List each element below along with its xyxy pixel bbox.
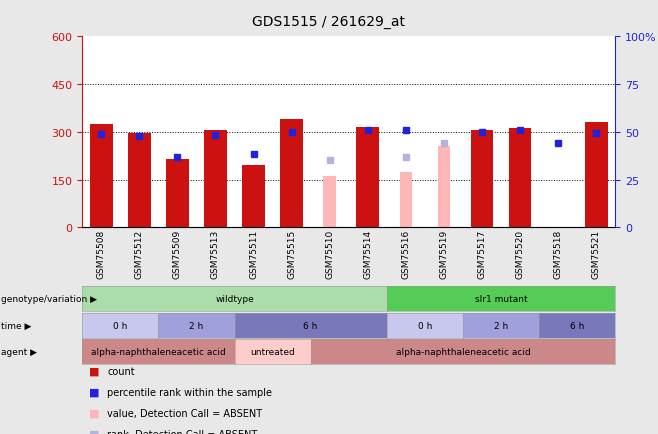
Text: time ▶: time ▶: [1, 321, 32, 330]
Bar: [166, 159, 189, 228]
Bar: [399, 172, 412, 228]
Text: ■: ■: [89, 387, 99, 397]
Bar: [280, 120, 303, 228]
Text: slr1 mutant: slr1 mutant: [474, 295, 527, 303]
Text: ■: ■: [89, 408, 99, 418]
Text: 6 h: 6 h: [303, 321, 318, 330]
Bar: [242, 166, 265, 228]
Text: 0 h: 0 h: [113, 321, 128, 330]
Bar: [204, 131, 227, 228]
Text: 6 h: 6 h: [570, 321, 584, 330]
Text: 0 h: 0 h: [418, 321, 432, 330]
Text: ■: ■: [89, 429, 99, 434]
Text: ■: ■: [89, 366, 99, 376]
Bar: [438, 147, 450, 228]
Text: GDS1515 / 261629_at: GDS1515 / 261629_at: [253, 15, 405, 29]
Text: untreated: untreated: [250, 348, 295, 356]
Text: value, Detection Call = ABSENT: value, Detection Call = ABSENT: [107, 408, 263, 418]
Text: alpha-naphthaleneacetic acid: alpha-naphthaleneacetic acid: [395, 348, 530, 356]
Text: percentile rank within the sample: percentile rank within the sample: [107, 387, 272, 397]
Bar: [324, 177, 336, 228]
Text: genotype/variation ▶: genotype/variation ▶: [1, 295, 97, 303]
Text: wildtype: wildtype: [215, 295, 254, 303]
Bar: [90, 125, 113, 228]
Text: rank, Detection Call = ABSENT: rank, Detection Call = ABSENT: [107, 429, 257, 434]
Bar: [128, 134, 151, 228]
Text: alpha-naphthaleneacetic acid: alpha-naphthaleneacetic acid: [91, 348, 226, 356]
Text: 2 h: 2 h: [494, 321, 508, 330]
Bar: [585, 123, 607, 228]
Text: agent ▶: agent ▶: [1, 348, 38, 356]
Text: count: count: [107, 366, 135, 376]
Bar: [509, 129, 532, 228]
Bar: [357, 128, 379, 228]
Bar: [470, 131, 494, 228]
Text: 2 h: 2 h: [190, 321, 203, 330]
